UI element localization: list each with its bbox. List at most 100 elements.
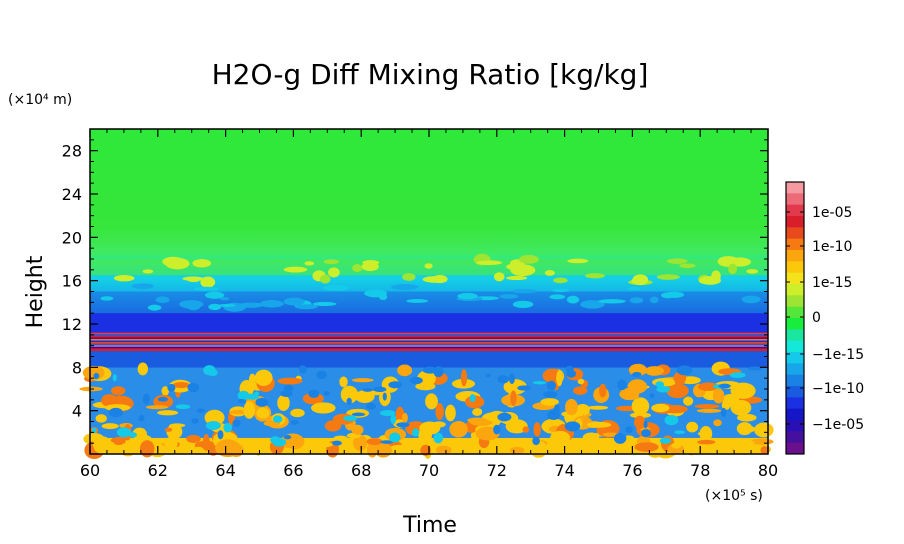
- heatmap-cell: [205, 420, 221, 430]
- heatmap-cell: [699, 276, 722, 285]
- heatmap-cell: [457, 292, 478, 300]
- heatmap-stripe: [90, 334, 768, 336]
- heatmap-band: [90, 351, 768, 368]
- heatmap-cell: [351, 378, 374, 383]
- heatmap-cell: [686, 440, 697, 456]
- heatmap-cell: [379, 410, 396, 416]
- heatmap-cell: [237, 399, 246, 404]
- heatmap-cell: [517, 385, 531, 391]
- heatmap-cell: [129, 432, 138, 438]
- y-tick-label: 12: [62, 315, 82, 334]
- heatmap-cell: [406, 299, 429, 303]
- heatmap-cell: [661, 292, 676, 299]
- heatmap-cell: [729, 372, 746, 378]
- colorbar-level: [786, 193, 804, 206]
- heatmap-cell: [352, 434, 368, 451]
- heatmap-cell: [533, 422, 541, 437]
- heatmap-cell: [339, 376, 348, 388]
- heatmap-cell: [396, 422, 410, 428]
- heatmap-stripe: [90, 338, 768, 341]
- heatmap-cell: [187, 277, 201, 283]
- heatmap-cell: [718, 383, 731, 389]
- colorbar-level: [786, 408, 804, 421]
- heatmap-cell: [401, 412, 408, 423]
- heatmap-cell: [656, 386, 671, 393]
- heatmap-cell: [192, 258, 212, 268]
- heatmap-cell: [283, 434, 292, 440]
- chart-title: H2O-g Diff Mixing Ratio [kg/kg]: [212, 58, 649, 91]
- heatmap-cell: [409, 376, 423, 385]
- heatmap-cell: [93, 372, 100, 380]
- heatmap-cell: [656, 274, 680, 280]
- heatmap-cell: [549, 294, 566, 300]
- heatmap-stripe: [90, 348, 768, 350]
- heatmap-cell: [272, 415, 283, 423]
- heatmap-cell: [164, 427, 173, 432]
- colorbar-level: [786, 272, 804, 285]
- colorbar-level: [786, 250, 804, 262]
- heatmap-cell: [298, 365, 307, 374]
- heatmap-cell: [728, 263, 737, 275]
- colorbar-tick-label: 0: [812, 310, 821, 326]
- heatmap-cell: [373, 386, 387, 393]
- heatmap-stripe: [90, 337, 768, 339]
- heatmap-cell: [304, 261, 315, 266]
- heatmap-cell: [643, 420, 648, 429]
- heatmap-cell: [139, 440, 155, 458]
- heatmap-cell: [255, 397, 269, 407]
- colorbar-level: [786, 284, 804, 296]
- heatmap-cell: [277, 394, 290, 411]
- heatmap-cell: [627, 286, 642, 291]
- heatmap-cell: [493, 424, 501, 435]
- heatmap-cell: [582, 432, 600, 443]
- heatmap-cell: [433, 366, 444, 378]
- heatmap-cell: [683, 396, 694, 406]
- heatmap-cell: [351, 412, 366, 417]
- colorbar-level: [786, 238, 804, 251]
- heatmap-cell: [366, 438, 383, 446]
- heatmap-cell: [365, 402, 376, 410]
- heatmap-cell: [340, 385, 359, 404]
- heatmap-cell: [343, 415, 358, 422]
- heatmap-cell: [173, 381, 190, 389]
- heatmap-cell: [137, 362, 149, 376]
- heatmap-cell: [473, 408, 483, 414]
- heatmap-cell: [191, 417, 199, 424]
- heatmap-cell: [694, 404, 720, 409]
- heatmap-cell: [389, 432, 401, 443]
- heatmap-cell: [364, 289, 388, 298]
- heatmap-cell: [469, 394, 476, 403]
- heatmap-cell: [677, 368, 688, 373]
- colorbar-level: [786, 386, 804, 398]
- heatmap-cell: [138, 414, 145, 422]
- heatmap-stripe: [90, 343, 768, 346]
- heatmap-cell: [712, 388, 725, 404]
- heatmap-cell: [186, 434, 201, 443]
- heatmap-cell: [686, 421, 699, 433]
- heatmap-cell: [82, 365, 105, 380]
- heatmap-cell: [256, 407, 270, 419]
- heatmap-cell: [503, 379, 527, 395]
- heatmap-cell: [697, 431, 712, 436]
- heatmap-cell: [157, 396, 168, 402]
- heatmap-cell: [290, 408, 305, 418]
- heatmap-cell: [280, 390, 293, 397]
- heatmap-cell: [679, 263, 696, 269]
- heatmap-cell: [157, 410, 179, 416]
- heatmap-cell: [631, 371, 642, 378]
- heatmap-cell: [155, 296, 170, 304]
- heatmap-cell: [532, 446, 549, 453]
- heatmap-band: [90, 313, 768, 333]
- heatmap-cell: [380, 440, 394, 444]
- y-tick-label: 24: [62, 185, 82, 204]
- heatmap-cell: [397, 364, 413, 377]
- heatmap-cell: [422, 276, 447, 283]
- colorbar-level: [786, 352, 804, 364]
- heatmap-cell: [509, 373, 515, 385]
- heatmap-cell: [110, 386, 126, 396]
- heatmap-cell: [116, 427, 132, 438]
- heatmap-cell: [352, 264, 363, 272]
- heatmap-cell: [425, 393, 438, 410]
- heatmap-cell: [510, 390, 517, 406]
